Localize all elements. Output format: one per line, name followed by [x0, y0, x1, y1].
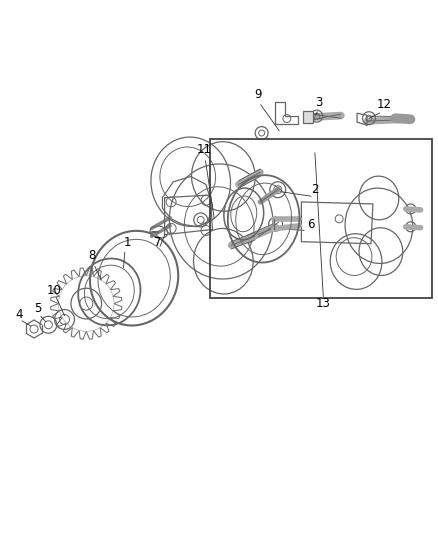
- Text: 4: 4: [15, 308, 22, 321]
- Text: 10: 10: [46, 284, 61, 297]
- Text: 8: 8: [88, 249, 95, 262]
- Bar: [303, 111, 313, 123]
- Text: 11: 11: [196, 143, 211, 157]
- Text: 5: 5: [34, 302, 41, 316]
- Bar: [210, 140, 432, 298]
- Text: 7: 7: [154, 236, 162, 249]
- Text: 9: 9: [254, 88, 262, 101]
- Text: 3: 3: [315, 96, 323, 109]
- Text: 13: 13: [316, 297, 331, 310]
- Text: 2: 2: [311, 183, 318, 196]
- Text: 1: 1: [124, 236, 131, 249]
- Text: 6: 6: [307, 217, 314, 231]
- Text: 12: 12: [377, 99, 392, 111]
